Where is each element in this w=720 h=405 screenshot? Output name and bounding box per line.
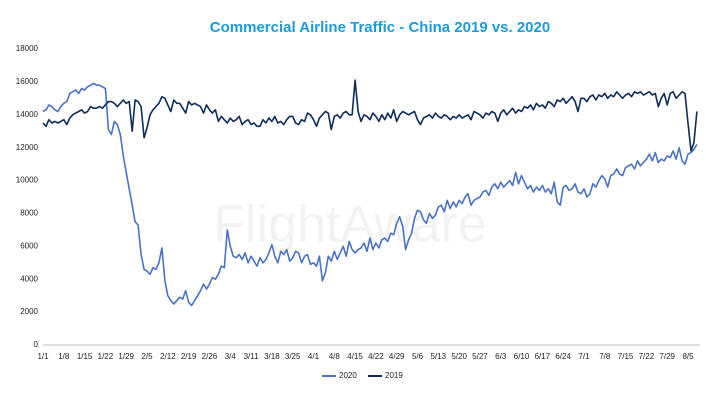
x-tick-label: 5/20 bbox=[451, 352, 467, 361]
x-tick-label: 1/1 bbox=[37, 352, 49, 361]
x-tick-label: 2/12 bbox=[160, 352, 176, 361]
legend-label: 2019 bbox=[385, 371, 403, 380]
x-tick-label: 1/8 bbox=[58, 352, 70, 361]
x-tick-label: 2/19 bbox=[181, 352, 197, 361]
x-tick-label: 6/3 bbox=[495, 352, 507, 361]
x-tick-label: 3/11 bbox=[244, 352, 260, 361]
legend-label: 2020 bbox=[339, 371, 357, 380]
y-tick-label: 18000 bbox=[16, 44, 39, 53]
x-tick-label: 4/8 bbox=[329, 352, 341, 361]
x-tick-label: 3/18 bbox=[264, 352, 280, 361]
x-tick-label: 3/25 bbox=[285, 352, 301, 361]
x-tick-label: 7/29 bbox=[659, 352, 675, 361]
x-tick-label: 4/15 bbox=[347, 352, 363, 361]
y-tick-label: 6000 bbox=[20, 241, 38, 250]
x-tick-label: 5/6 bbox=[412, 352, 424, 361]
chart-title: Commercial Airline Traffic - China 2019 … bbox=[210, 19, 550, 36]
y-tick-label: 8000 bbox=[20, 209, 38, 218]
x-tick-label: 1/15 bbox=[77, 352, 93, 361]
y-tick-label: 16000 bbox=[16, 77, 39, 86]
x-tick-label: 1/29 bbox=[118, 352, 134, 361]
x-tick-label: 4/29 bbox=[389, 352, 405, 361]
x-tick-label: 6/10 bbox=[514, 352, 530, 361]
y-tick-label: 4000 bbox=[20, 274, 38, 283]
x-tick-label: 7/1 bbox=[578, 352, 590, 361]
x-tick-label: 4/22 bbox=[368, 352, 384, 361]
y-tick-label: 12000 bbox=[16, 143, 39, 152]
x-tick-label: 2/26 bbox=[202, 352, 218, 361]
x-tick-label: 2/5 bbox=[141, 352, 153, 361]
x-tick-label: 5/13 bbox=[431, 352, 447, 361]
x-tick-label: 5/27 bbox=[472, 352, 488, 361]
x-tick-label: 7/8 bbox=[599, 352, 611, 361]
x-tick-label: 6/17 bbox=[535, 352, 551, 361]
series-line bbox=[42, 82, 698, 307]
y-tick-label: 14000 bbox=[16, 110, 39, 119]
x-tick-label: 6/24 bbox=[555, 352, 571, 361]
x-tick-label: 3/4 bbox=[225, 352, 237, 361]
x-tick-label: 7/15 bbox=[618, 352, 634, 361]
x-tick-label: 8/5 bbox=[682, 352, 694, 361]
x-tick-label: 4/1 bbox=[308, 352, 320, 361]
x-tick-label: 1/22 bbox=[98, 352, 114, 361]
series-line bbox=[42, 79, 698, 152]
y-tick-label: 0 bbox=[34, 340, 39, 349]
y-tick-label: 10000 bbox=[16, 176, 39, 185]
y-tick-label: 2000 bbox=[20, 307, 38, 316]
x-tick-label: 7/22 bbox=[639, 352, 655, 361]
